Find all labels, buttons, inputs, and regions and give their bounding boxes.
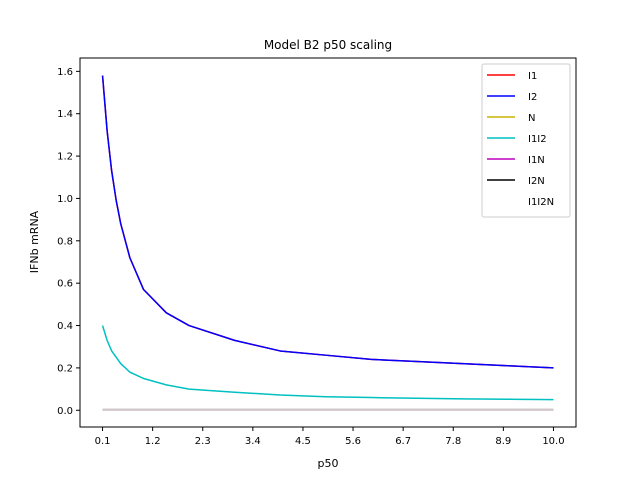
plot-area (101, 75, 554, 411)
legend-label-i1i2n: I1I2N (528, 197, 554, 208)
legend-label-i1n: I1N (528, 155, 545, 166)
series-line-i1i2 (101, 325, 554, 401)
y-tick-label: 0.8 (57, 236, 73, 247)
series-line-i2 (101, 75, 554, 369)
legend-label-i2: I2 (528, 92, 537, 103)
x-tick-label: 10.0 (542, 436, 564, 447)
x-tick-label: 2.3 (195, 436, 211, 447)
y-tick-label: 0.4 (57, 321, 73, 332)
x-tick-label: 5.6 (345, 436, 361, 447)
y-tick-label: 1.2 (57, 152, 73, 163)
x-tick-label: 6.7 (395, 436, 411, 447)
x-tick-label: 1.2 (145, 436, 161, 447)
x-axis-label: p50 (318, 457, 339, 470)
x-tick-label: 3.4 (245, 436, 261, 447)
x-tick-label: 0.1 (95, 436, 111, 447)
x-tick-label: 8.9 (495, 436, 511, 447)
legend-label-i2n: I2N (528, 176, 545, 187)
y-tick-label: 1.4 (57, 109, 73, 120)
y-tick-label: 0.0 (57, 406, 73, 417)
y-tick-label: 0.6 (57, 279, 73, 290)
y-axis: 0.0 0.2 0.4 0.6 0.8 1.0 1.2 1.4 1.6 (57, 67, 80, 417)
y-tick-label: 0.2 (57, 363, 73, 374)
x-tick-label: 7.8 (445, 436, 461, 447)
y-axis-label: IFNb mRNA (28, 210, 41, 273)
legend-box (481, 63, 571, 218)
x-axis: 0.1 1.2 2.3 3.4 4.5 5.6 6.7 7.8 8.9 10.0 (95, 427, 565, 447)
axes-frame (79, 57, 577, 428)
y-tick-label: 1.6 (57, 67, 73, 78)
legend-label-i1i2: I1I2 (528, 134, 547, 145)
legend-label-n: N (528, 113, 535, 124)
legend-label-i1: I1 (528, 71, 537, 82)
x-tick-label: 4.5 (295, 436, 311, 447)
chart-title: Model B2 p50 scaling (264, 38, 392, 52)
y-tick-label: 1.0 (57, 194, 73, 205)
